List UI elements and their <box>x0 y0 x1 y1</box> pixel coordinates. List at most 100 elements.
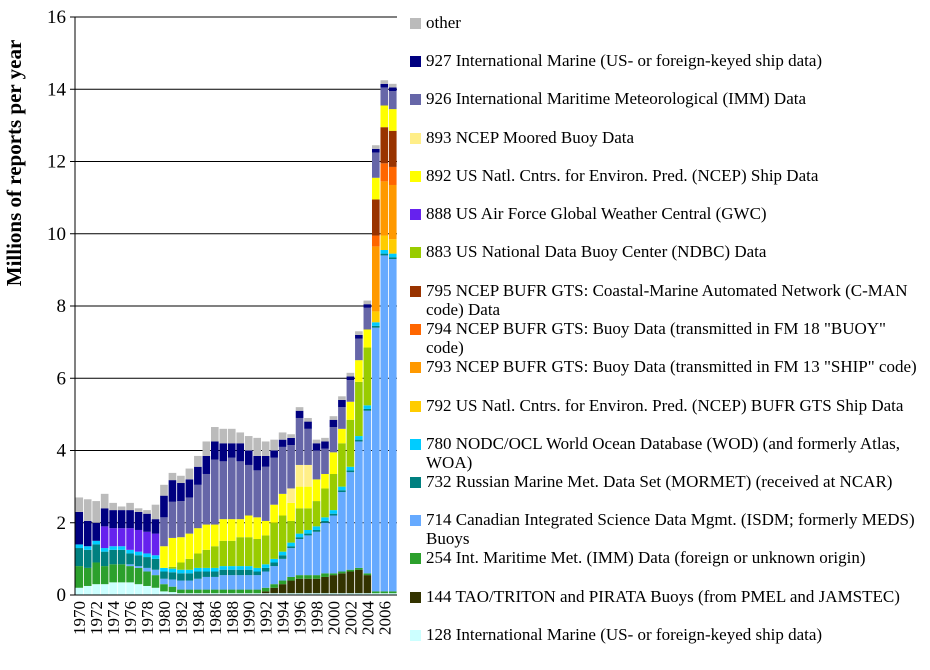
bar-segment <box>185 497 194 534</box>
bar-segment <box>270 439 278 451</box>
bar-segment <box>295 533 304 538</box>
bar-segment <box>211 567 219 572</box>
bar-segment <box>380 181 389 236</box>
legend-swatch <box>410 94 421 105</box>
bar-segment <box>168 501 177 538</box>
y-tick-label: 14 <box>47 79 67 100</box>
bar-segment <box>134 584 143 595</box>
legend-label: 128 International Marine (US- or foreign… <box>426 625 823 644</box>
bar-segment <box>177 580 185 590</box>
bar-segment <box>346 470 355 473</box>
bar-segment <box>312 593 321 595</box>
bar-segment <box>304 417 312 422</box>
bar-segment <box>363 575 372 594</box>
bar-segment <box>151 555 160 559</box>
bar-segment <box>338 573 346 594</box>
bar-segment <box>329 473 338 511</box>
bar-segment <box>83 567 92 586</box>
bar-segment <box>372 591 380 594</box>
bar-segment <box>304 575 312 579</box>
bar-segment <box>261 567 270 572</box>
bar-segment <box>346 466 355 471</box>
bar-segment <box>253 567 261 572</box>
bar-segment <box>202 567 211 572</box>
bar-segment <box>346 569 355 572</box>
bar-segment <box>134 555 143 567</box>
bar-segment <box>100 508 109 527</box>
bar-segment <box>75 497 84 512</box>
bar-segment <box>185 580 194 590</box>
bar-segment <box>100 526 109 549</box>
bar-segment <box>329 427 338 453</box>
legend-label: 732 Russian Marine Met. Data Set (MORMET… <box>426 472 893 491</box>
legend-swatch <box>410 630 421 641</box>
bar-segment <box>304 464 312 487</box>
bar-segment <box>177 593 185 595</box>
bar-segment <box>380 87 389 106</box>
bar-segment <box>295 464 304 487</box>
bar-segment <box>117 510 126 529</box>
bar-segment <box>388 253 397 258</box>
bar-segment <box>329 575 338 594</box>
x-tick-label: 2006 <box>375 601 394 635</box>
x-tick-label: 1992 <box>257 601 276 635</box>
bar-segment <box>100 551 109 567</box>
bar-segment <box>227 540 236 567</box>
bar-segment <box>287 445 295 489</box>
bar-segment <box>185 533 194 559</box>
bar-segment <box>388 239 397 254</box>
bar-segment <box>363 304 372 308</box>
bar-segment <box>83 549 92 568</box>
bar-segment <box>355 436 363 440</box>
bar-segment <box>177 483 185 502</box>
bar-segment <box>388 259 397 592</box>
bar-segment <box>388 83 397 88</box>
bar-segment <box>177 501 185 538</box>
bar-segment <box>270 562 278 567</box>
bar-segment <box>211 593 219 595</box>
bar-segment <box>134 567 143 585</box>
bar-segment <box>109 546 117 550</box>
legend-swatch <box>410 133 421 144</box>
bar-segment <box>312 450 321 480</box>
bar-segment <box>143 571 151 586</box>
bar-segment <box>211 441 219 460</box>
x-tick-label: 1974 <box>104 601 123 636</box>
bar-segment <box>211 571 219 577</box>
legend-swatch <box>410 401 421 412</box>
bar-segment <box>151 533 160 556</box>
bar-segment <box>168 537 177 567</box>
bar-segment <box>202 589 211 594</box>
bar-segment <box>211 589 219 594</box>
bar-segment <box>329 452 338 474</box>
bar-segment <box>219 566 228 570</box>
x-tick-label: 1978 <box>138 601 157 635</box>
y-tick-labels: 0 2 4 6 8 10 12 14 16 <box>47 7 67 606</box>
x-tick-label: 1990 <box>240 601 259 635</box>
legend-swatch <box>410 553 421 564</box>
bar-segment <box>287 437 295 446</box>
x-tick-labels: 1970197219741976197819801982198419861988… <box>70 601 394 636</box>
bar-segment <box>338 399 346 408</box>
bar-segment <box>372 235 380 247</box>
bar-segment <box>270 450 278 458</box>
bar-segment <box>202 576 211 590</box>
bar-segment <box>329 419 338 428</box>
bar-segment <box>338 407 346 429</box>
bar-segment <box>363 573 372 576</box>
legend-swatch <box>410 247 421 258</box>
bar-segment <box>194 455 202 467</box>
bar-segment <box>372 327 380 592</box>
bar-segment <box>321 517 329 521</box>
y-tick-label: 6 <box>57 368 67 389</box>
bar-segment <box>219 540 228 567</box>
bar-segment <box>372 311 380 323</box>
bar-segment <box>380 105 389 128</box>
bar-segment <box>143 567 151 572</box>
bar-segment <box>177 475 185 484</box>
bar-segment <box>236 569 245 576</box>
bar-segment <box>151 519 160 534</box>
bar-segment <box>388 130 397 167</box>
bar-segment <box>261 593 270 595</box>
